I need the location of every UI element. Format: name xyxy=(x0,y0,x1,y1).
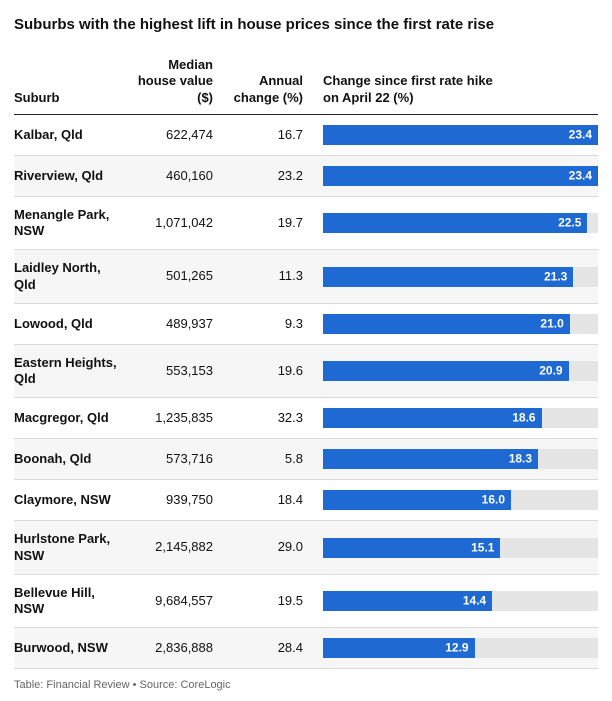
bar-label: 14.4 xyxy=(463,594,492,609)
median-cell: 553,153 xyxy=(126,344,221,398)
bar-fill xyxy=(323,166,598,186)
col-suburb: Suburb xyxy=(14,51,126,114)
bar-track: 18.3 xyxy=(323,449,598,469)
bar-label: 20.9 xyxy=(539,364,568,379)
change-bar-cell: 18.3 xyxy=(311,439,598,480)
bar-label: 21.3 xyxy=(544,269,573,284)
bar-label: 18.3 xyxy=(509,452,538,467)
table-row: Kalbar, Qld622,47416.7 23.4 xyxy=(14,114,598,155)
median-cell: 2,145,882 xyxy=(126,521,221,575)
table-row: Eastern Heights, Qld553,15319.6 20.9 xyxy=(14,344,598,398)
annual-cell: 23.2 xyxy=(221,155,311,196)
annual-cell: 16.7 xyxy=(221,114,311,155)
bar-label: 18.6 xyxy=(512,411,541,426)
col-annual: Annual change (%) xyxy=(221,51,311,114)
bar-fill xyxy=(323,213,587,233)
bar-fill xyxy=(323,314,570,334)
bar-label: 16.0 xyxy=(482,493,511,508)
table-row: Macgregor, Qld1,235,83532.3 18.6 xyxy=(14,398,598,439)
suburb-cell: Menangle Park, NSW xyxy=(14,196,126,250)
suburb-cell: Bellevue Hill, NSW xyxy=(14,574,126,628)
bar-label: 23.4 xyxy=(569,168,598,183)
median-cell: 939,750 xyxy=(126,480,221,521)
suburb-cell: Boonah, Qld xyxy=(14,439,126,480)
bar-track: 21.3 xyxy=(323,267,598,287)
col-change: Change since first rate hike on April 22… xyxy=(311,51,598,114)
annual-cell: 19.6 xyxy=(221,344,311,398)
change-bar-cell: 12.9 xyxy=(311,628,598,669)
suburb-cell: Laidley North, Qld xyxy=(14,250,126,304)
median-cell: 9,684,557 xyxy=(126,574,221,628)
bar-track: 16.0 xyxy=(323,490,598,510)
bar-track: 14.4 xyxy=(323,591,598,611)
table-row: Burwood, NSW2,836,88828.4 12.9 xyxy=(14,628,598,669)
annual-cell: 19.7 xyxy=(221,196,311,250)
suburb-cell: Hurlstone Park, NSW xyxy=(14,521,126,575)
bar-label: 22.5 xyxy=(558,216,587,231)
bar-track: 12.9 xyxy=(323,638,598,658)
bar-label: 12.9 xyxy=(445,641,474,656)
suburb-cell: Lowood, Qld xyxy=(14,303,126,344)
median-cell: 460,160 xyxy=(126,155,221,196)
table-row: Lowood, Qld489,9379.3 21.0 xyxy=(14,303,598,344)
suburb-cell: Riverview, Qld xyxy=(14,155,126,196)
bar-fill xyxy=(323,408,542,428)
annual-cell: 5.8 xyxy=(221,439,311,480)
change-bar-cell: 21.0 xyxy=(311,303,598,344)
suburb-cell: Macgregor, Qld xyxy=(14,398,126,439)
median-cell: 622,474 xyxy=(126,114,221,155)
median-cell: 2,836,888 xyxy=(126,628,221,669)
change-bar-cell: 21.3 xyxy=(311,250,598,304)
annual-cell: 11.3 xyxy=(221,250,311,304)
median-cell: 489,937 xyxy=(126,303,221,344)
annual-cell: 19.5 xyxy=(221,574,311,628)
median-cell: 501,265 xyxy=(126,250,221,304)
table-row: Laidley North, Qld501,26511.3 21.3 xyxy=(14,250,598,304)
price-table: Suburb Median house value ($) Annual cha… xyxy=(14,51,598,669)
bar-label: 15.1 xyxy=(471,540,500,555)
annual-cell: 32.3 xyxy=(221,398,311,439)
table-row: Hurlstone Park, NSW2,145,88229.0 15.1 xyxy=(14,521,598,575)
annual-cell: 28.4 xyxy=(221,628,311,669)
chart-title: Suburbs with the highest lift in house p… xyxy=(14,16,598,33)
suburb-cell: Claymore, NSW xyxy=(14,480,126,521)
table-footer: Table: Financial Review • Source: CoreLo… xyxy=(14,679,598,691)
suburb-cell: Eastern Heights, Qld xyxy=(14,344,126,398)
median-cell: 1,071,042 xyxy=(126,196,221,250)
change-bar-cell: 15.1 xyxy=(311,521,598,575)
annual-cell: 18.4 xyxy=(221,480,311,521)
table-row: Claymore, NSW939,75018.4 16.0 xyxy=(14,480,598,521)
change-bar-cell: 18.6 xyxy=(311,398,598,439)
change-bar-cell: 20.9 xyxy=(311,344,598,398)
table-row: Menangle Park, NSW1,071,04219.7 22.5 xyxy=(14,196,598,250)
col-median: Median house value ($) xyxy=(126,51,221,114)
bar-fill xyxy=(323,449,538,469)
table-row: Bellevue Hill, NSW9,684,55719.5 14.4 xyxy=(14,574,598,628)
change-bar-cell: 22.5 xyxy=(311,196,598,250)
bar-track: 23.4 xyxy=(323,125,598,145)
change-bar-cell: 16.0 xyxy=(311,480,598,521)
bar-track: 22.5 xyxy=(323,213,598,233)
bar-fill xyxy=(323,125,598,145)
bar-track: 20.9 xyxy=(323,361,598,381)
suburb-cell: Kalbar, Qld xyxy=(14,114,126,155)
bar-track: 23.4 xyxy=(323,166,598,186)
suburb-cell: Burwood, NSW xyxy=(14,628,126,669)
table-row: Riverview, Qld460,16023.2 23.4 xyxy=(14,155,598,196)
bar-fill xyxy=(323,267,573,287)
annual-cell: 9.3 xyxy=(221,303,311,344)
bar-fill xyxy=(323,361,569,381)
annual-cell: 29.0 xyxy=(221,521,311,575)
bar-label: 21.0 xyxy=(540,316,569,331)
bar-track: 21.0 xyxy=(323,314,598,334)
change-bar-cell: 14.4 xyxy=(311,574,598,628)
change-bar-cell: 23.4 xyxy=(311,155,598,196)
table-row: Boonah, Qld573,7165.8 18.3 xyxy=(14,439,598,480)
median-cell: 1,235,835 xyxy=(126,398,221,439)
bar-track: 18.6 xyxy=(323,408,598,428)
median-cell: 573,716 xyxy=(126,439,221,480)
bar-label: 23.4 xyxy=(569,127,598,142)
bar-track: 15.1 xyxy=(323,538,598,558)
change-bar-cell: 23.4 xyxy=(311,114,598,155)
